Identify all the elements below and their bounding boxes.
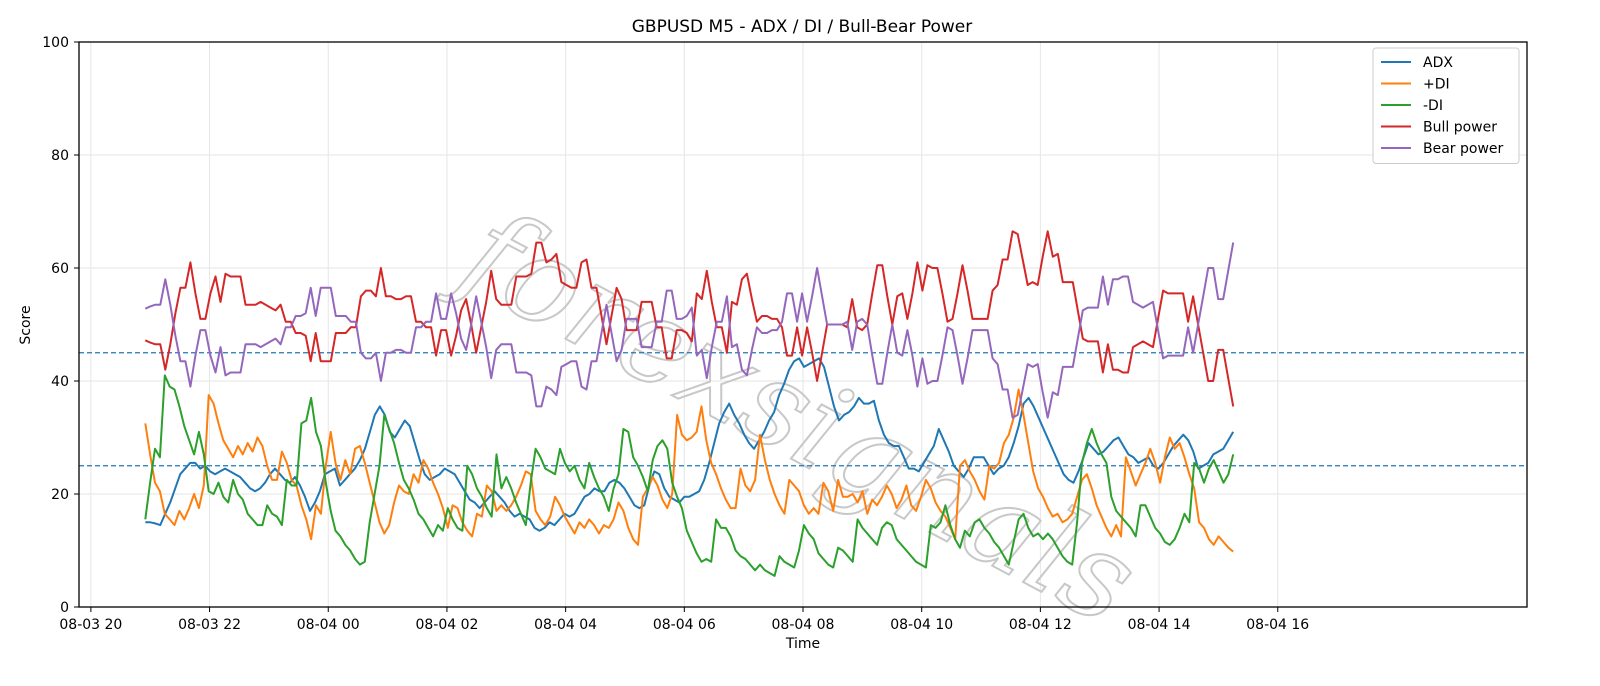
series-line-adx <box>145 357 1235 532</box>
series-line-di <box>144 374 1235 577</box>
series-line-bear-power <box>144 242 1235 419</box>
axis-ticks: 0 20 40 60 80 100 08-03 20 08-03 22 08-04 00 08-0… <box>42 35 1309 633</box>
legend: ADX +DI -DI Bull power Bear power <box>1372 47 1520 164</box>
chart-title: GBPUSD M5 - ADX / DI / Bull-Bear Power <box>632 17 973 37</box>
grid <box>79 41 1527 608</box>
x-tick-label: 08-04 14 <box>1128 617 1191 633</box>
legend-label: -DI <box>1423 98 1443 114</box>
x-tick-label: 08-04 12 <box>1009 617 1072 633</box>
y-tick-label: 40 <box>51 374 69 390</box>
legend-label: Bear power <box>1423 141 1504 157</box>
y-tick-label: 0 <box>60 600 69 616</box>
legend-label: Bull power <box>1423 120 1497 136</box>
series-line-bull-power <box>144 230 1235 407</box>
x-tick-label: 08-04 04 <box>534 617 597 633</box>
x-tick-label: 08-04 02 <box>415 617 478 633</box>
x-tick-label: 08-03 22 <box>178 617 241 633</box>
legend-box <box>1372 47 1520 164</box>
legend-label: +DI <box>1423 77 1450 93</box>
x-axis-label: Time <box>785 636 820 652</box>
y-axis-label: Score <box>18 305 34 344</box>
x-tick-label: 08-04 16 <box>1246 617 1309 633</box>
x-tick-label: 08-04 10 <box>890 617 953 633</box>
y-tick-label: 20 <box>51 487 69 503</box>
x-tick-label: 08-03 20 <box>59 617 122 633</box>
y-tick-label: 80 <box>51 148 69 164</box>
y-tick-label: 60 <box>51 261 69 277</box>
x-tick-label: 08-04 06 <box>653 617 716 633</box>
series-lines <box>144 230 1235 577</box>
x-tick-label: 08-04 08 <box>772 617 835 633</box>
x-tick-label: 08-04 00 <box>297 617 360 633</box>
series-line-di <box>144 388 1234 553</box>
y-tick-label: 100 <box>42 35 69 51</box>
legend-label: ADX <box>1423 55 1453 71</box>
